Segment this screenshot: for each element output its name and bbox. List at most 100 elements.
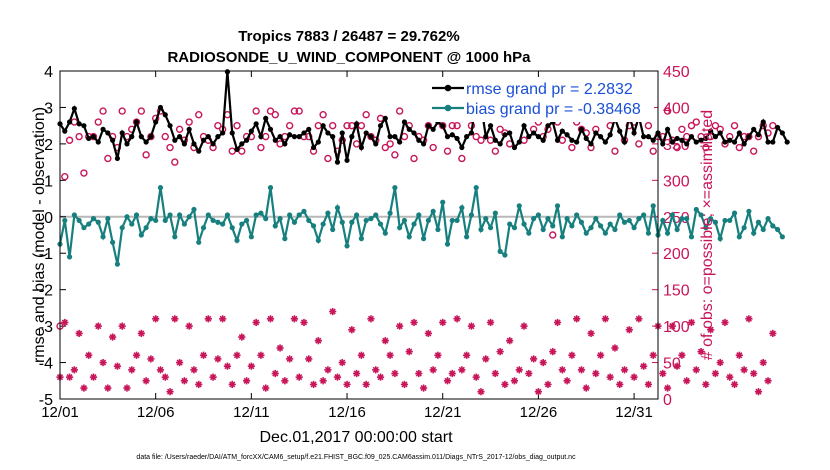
asterisk-stroke (80, 384, 88, 392)
rmse-point (430, 126, 436, 132)
bias-point (554, 203, 561, 209)
rmse-point (521, 123, 527, 129)
asterisk-stroke (329, 308, 336, 315)
rmse-point (90, 134, 97, 140)
bias-point (564, 216, 570, 222)
y-axis-right-label: # of obs: o=possible; ×=assimilated (699, 110, 716, 360)
bias-point (507, 221, 513, 227)
rmse-point (770, 139, 776, 145)
bias-point (392, 185, 398, 191)
bias-point (621, 219, 628, 225)
bias-point (679, 216, 685, 222)
obs-assimilated-point (549, 348, 557, 356)
asterisk-stroke (358, 352, 365, 359)
bias-point (267, 185, 274, 191)
rmse-point (368, 134, 374, 140)
rmse-point (775, 124, 781, 131)
rmse-series-markers (57, 69, 790, 165)
asterisk-stroke (477, 388, 485, 395)
bias-point (459, 205, 465, 211)
bias-point (574, 212, 580, 218)
asterisk-stroke (119, 323, 126, 330)
bias-point (645, 230, 652, 236)
bias-point (693, 206, 699, 213)
bias-point (526, 230, 532, 236)
rmse-point (679, 137, 685, 143)
obs-assimilated-point (199, 351, 208, 359)
obs-possible-point (285, 121, 294, 130)
asterisk-stroke (286, 355, 293, 362)
rmse-point (483, 134, 489, 140)
obs-possible-point (252, 107, 260, 115)
bias-point (669, 212, 675, 218)
obs-assimilated-point (558, 366, 566, 374)
obs-assimilated-point (515, 366, 523, 374)
bias-point (177, 212, 183, 218)
rmse-point (526, 134, 532, 140)
bias-point (186, 214, 192, 220)
rmse-point (559, 128, 565, 134)
rmse-point (569, 137, 575, 143)
bias-point (301, 208, 307, 214)
bias-point (263, 216, 269, 222)
bias-point (354, 212, 360, 218)
obs-assimilated-point (314, 337, 322, 345)
rmse-point (593, 130, 599, 136)
rmse-point (325, 130, 331, 136)
asterisk-stroke (697, 348, 705, 355)
bias-point (181, 221, 187, 227)
obs-possible-point (635, 140, 643, 148)
obs-assimilated-point (171, 315, 179, 323)
obs-assimilated-point (166, 388, 174, 396)
rmse-point (688, 134, 695, 140)
bias-point (119, 225, 125, 231)
obs-possible-point (175, 125, 184, 134)
obs-possible-point (477, 136, 485, 144)
obs-assimilated-point (386, 351, 394, 359)
rmse-point (191, 141, 197, 147)
rmse-point (664, 126, 671, 132)
bias-point (717, 236, 723, 242)
rmse-point (119, 130, 125, 136)
asterisk-stroke (181, 377, 188, 384)
asterisk-stroke (520, 323, 528, 330)
asterisk-stroke (468, 323, 475, 330)
rmse-point (138, 134, 144, 140)
rmse-point (698, 137, 704, 143)
obs-assimilated-point (262, 384, 270, 392)
obs-possible-point (386, 140, 394, 148)
rmse-point (492, 137, 498, 143)
asterisk-stroke (492, 370, 499, 377)
asterisk-stroke (544, 381, 552, 388)
rmse-point (397, 139, 403, 145)
rmse-point (263, 115, 269, 121)
obs-assimilated-point (721, 318, 729, 327)
obs-possible-point (99, 107, 107, 115)
bias-series-markers (57, 185, 785, 267)
asterisk-stroke (487, 319, 494, 326)
bias-point (779, 234, 785, 240)
obs-assimilated-point (118, 322, 126, 330)
rmse-point (712, 134, 719, 140)
obs-assimilated-point (424, 329, 432, 337)
rmse-point (110, 137, 116, 143)
asterisk-stroke (607, 374, 614, 381)
bias-point (420, 236, 427, 242)
bias-point (607, 221, 613, 227)
y-tick-label-left: -1 (39, 246, 53, 263)
asterisk-stroke (367, 315, 375, 322)
bias-point (282, 236, 288, 242)
rmse-point (564, 132, 570, 138)
rmse-point (354, 121, 360, 127)
asterisk-stroke (535, 388, 542, 395)
bias-point (334, 205, 341, 211)
obs-assimilated-point (257, 351, 265, 359)
obs-assimilated-point (113, 362, 122, 370)
asterisk-stroke (276, 344, 284, 352)
asterisk-stroke (157, 366, 164, 373)
bias-point (698, 212, 704, 218)
asterisk-stroke (693, 366, 700, 373)
rmse-point (243, 137, 250, 143)
obs-possible-point (730, 121, 739, 130)
obs-assimilated-point (496, 348, 504, 356)
